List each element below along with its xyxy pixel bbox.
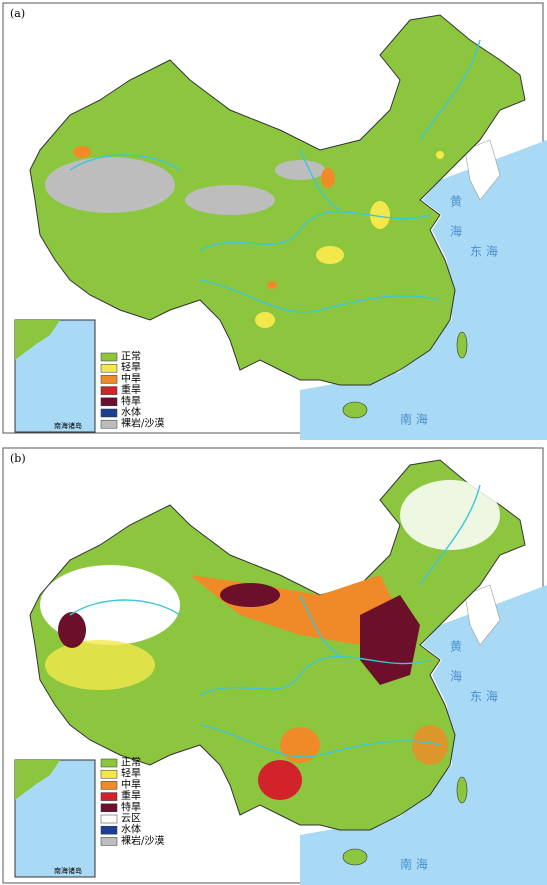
- drought-patch: [73, 146, 91, 158]
- panel-label: (b): [10, 452, 26, 465]
- inset-land: [15, 760, 60, 800]
- legend-swatch: [100, 825, 118, 835]
- legend-swatch: [100, 781, 118, 790]
- sea-label: 南 海: [400, 412, 428, 427]
- drought-patch: [255, 312, 275, 328]
- taiwan: [456, 331, 468, 359]
- korea: [464, 584, 501, 646]
- legend-label: 特旱: [121, 395, 141, 407]
- legend-label: 重旱: [121, 383, 141, 396]
- drought-patch: [412, 725, 448, 765]
- legend-label: 轻旱: [121, 361, 141, 374]
- legend-swatch: [100, 837, 118, 846]
- legend-label: 云区: [121, 813, 141, 825]
- legend-swatch: [100, 803, 118, 813]
- hainan: [342, 401, 368, 419]
- panel-b: (b) 黄海东 海南 海南海诸岛 正常轻旱中旱重旱特旱云区水体裸岩/沙漠: [2, 447, 547, 885]
- sea-label: 南 海: [400, 857, 428, 872]
- drought-patch: [436, 151, 444, 159]
- legend-label: 正常: [121, 350, 141, 363]
- hainan: [342, 848, 368, 866]
- legend-label: 轻旱: [121, 767, 141, 780]
- drought-patch: [58, 612, 86, 648]
- desert: [185, 185, 275, 215]
- drought-patch: [267, 281, 277, 289]
- inset-label: 南海诸岛: [54, 866, 82, 875]
- legend-label: 重旱: [121, 789, 141, 802]
- legend-swatch: [100, 814, 118, 824]
- legend-label: 中旱: [121, 778, 141, 791]
- legend-label: 水体: [121, 824, 141, 836]
- inset-land: [15, 320, 60, 360]
- legend-label: 裸岩/沙漠: [121, 417, 164, 430]
- legend-label: 裸岩/沙漠: [121, 834, 164, 847]
- inset-label: 南海诸岛: [54, 421, 82, 430]
- drought-patch: [321, 168, 335, 188]
- legend-swatch: [100, 408, 118, 418]
- sea-label: 东 海: [470, 244, 498, 259]
- legend-label: 正常: [121, 756, 141, 769]
- desert: [275, 160, 325, 180]
- taiwan: [456, 776, 468, 804]
- legend-label: 水体: [121, 407, 141, 419]
- korea: [464, 139, 501, 201]
- legend-swatch: [100, 769, 118, 779]
- drought-patch: [45, 640, 155, 690]
- legend-label: 特旱: [121, 801, 141, 813]
- panel-label: (a): [10, 7, 25, 20]
- legend-swatch: [100, 419, 118, 429]
- drought-patch: [316, 246, 344, 264]
- legend-label: 中旱: [121, 372, 141, 385]
- cloud-area: [400, 480, 500, 550]
- legend-swatch: [100, 352, 118, 362]
- legend-swatch: [100, 375, 118, 384]
- sea-label: 黄海: [449, 640, 463, 700]
- drought-patch: [370, 201, 390, 229]
- drought-patch: [280, 727, 320, 763]
- drought-patch: [360, 595, 420, 685]
- panel-a: (a) 黄海东 海南 海南海诸岛 正常轻旱中旱重旱特旱水体裸岩/沙漠: [2, 2, 547, 440]
- drought-patch: [258, 760, 302, 800]
- legend-swatch: [100, 386, 118, 395]
- legend-swatch: [100, 363, 118, 373]
- desert: [45, 157, 175, 213]
- legend-swatch: [100, 792, 118, 801]
- legend-swatch: [100, 758, 118, 768]
- sea-label: 东 海: [470, 689, 498, 704]
- legend-swatch: [100, 397, 118, 407]
- sea-label: 黄海: [449, 195, 463, 255]
- drought-patch: [220, 583, 280, 607]
